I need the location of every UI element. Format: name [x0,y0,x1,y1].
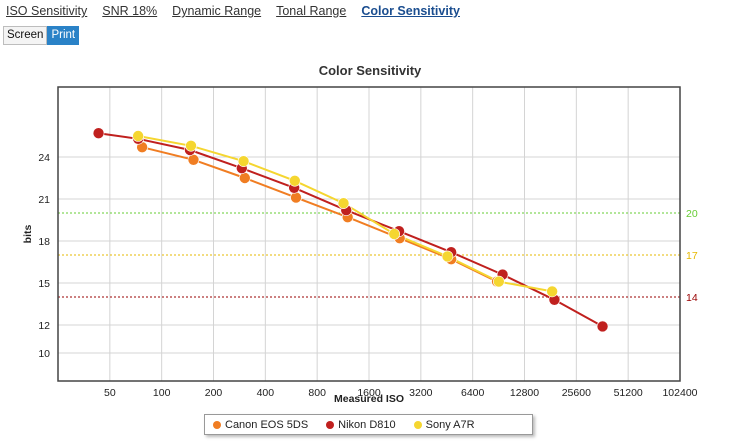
reference-line-label: 20 [686,208,698,220]
data-point-sony [237,155,250,167]
x-tick-label: 6400 [461,387,485,399]
y-axis-ticks: 10 12 15 18 21 24 [38,152,50,360]
x-tick-label: 200 [205,387,223,399]
x-axis-label: Measured ISO [334,393,404,405]
legend-item-nikon[interactable]: Nikon D810 [326,418,396,431]
y-tick-label: 10 [38,348,50,360]
data-point-sony [388,228,401,240]
chart-title: Color Sensitivity [319,63,422,78]
data-point-sony [337,197,350,209]
reference-line-labels: 20 17 14 [686,208,698,304]
tab-snr-18[interactable]: SNR 18% [102,4,158,18]
color-sensitivity-chart: Color Sensitivity 50 100 200 400 800 1600 3200… [22,63,698,405]
print-button[interactable]: Print [47,26,80,45]
y-tick-label: 12 [38,320,50,332]
x-tick-label: 800 [308,387,326,399]
data-point-sony [288,175,301,187]
data-series [92,127,609,333]
data-point-nikon [596,320,609,333]
view-toggle: Screen Print [3,26,80,45]
legend-marker-canon [213,420,221,429]
measurement-tabs: ISO Sensitivity SNR 18% Dynamic Range To… [6,4,460,20]
tab-iso-sensitivity[interactable]: ISO Sensitivity [6,4,88,18]
x-tick-label: 102400 [662,387,697,399]
data-point-sony [185,140,197,152]
data-point-canon [239,172,251,184]
tab-tonal-range[interactable]: Tonal Range [276,4,347,18]
x-axis-ticks: 50 100 200 400 800 1600 3200 6400 12800 25600 5120… [104,387,698,399]
data-point-sony [493,275,505,288]
tab-color-sensitivity[interactable]: Color Sensitivity [361,4,460,18]
x-tick-label: 51200 [614,387,643,399]
x-tick-label: 50 [104,387,116,399]
legend-item-sony[interactable]: Sony A7R [413,418,475,431]
grid-lines [58,87,680,381]
data-point-nikon [92,127,105,139]
x-tick-label: 25600 [562,387,591,399]
legend-label-canon: Canon EOS 5DS [225,418,309,431]
chart-legend: Canon EOS 5DS Nikon D810 Sony A7R [204,414,533,435]
reference-line-label: 17 [686,250,698,262]
data-point-sony [441,250,454,263]
reference-line-label: 14 [686,292,698,304]
y-tick-label: 21 [38,194,50,206]
y-axis-label: bits [22,225,34,244]
legend-label-nikon: Nikon D810 [338,418,396,431]
x-tick-label: 1600 [357,387,381,399]
tab-dynamic-range[interactable]: Dynamic Range [172,4,262,18]
y-tick-label: 24 [38,152,50,164]
legend-label-sony: Sony A7R [425,418,475,431]
y-tick-label: 18 [38,236,50,248]
x-tick-label: 400 [257,387,275,399]
legend-marker-nikon [326,420,335,429]
y-tick-label: 15 [38,278,50,290]
plot-area-border [57,86,681,382]
data-point-sony [132,130,144,142]
data-point-sony [546,285,558,298]
legend-item-canon[interactable]: Canon EOS 5DS [213,419,308,431]
x-tick-label: 12800 [510,387,539,399]
screen-button[interactable]: Screen [3,26,48,45]
x-tick-label: 3200 [409,387,433,399]
x-tick-label: 100 [153,387,171,399]
data-point-canon [187,154,200,166]
legend-marker-sony [413,420,422,429]
data-point-canon [290,191,302,204]
